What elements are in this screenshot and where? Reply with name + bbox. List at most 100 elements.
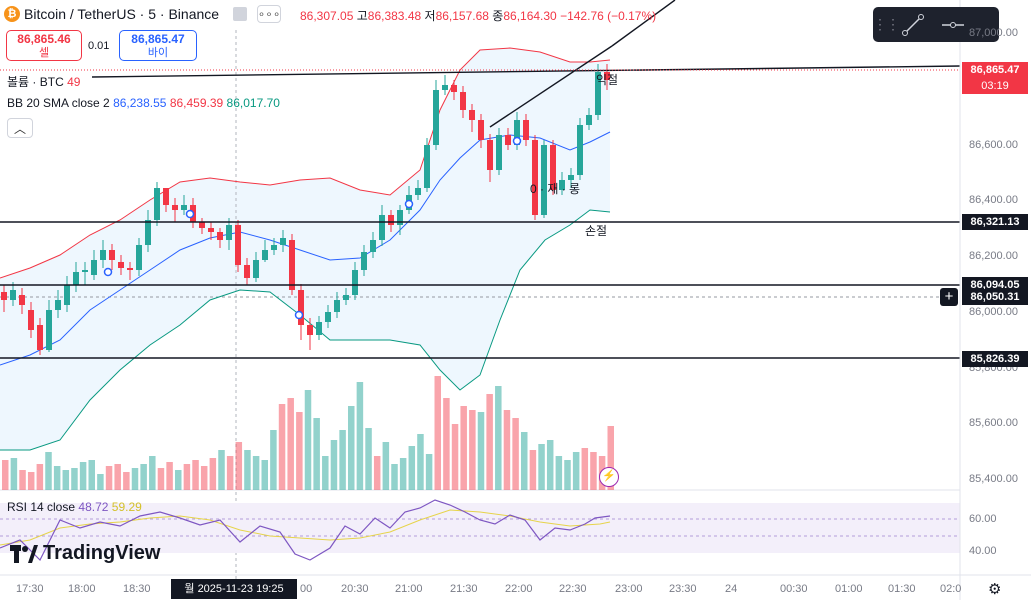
horizontal-ray-tool-icon[interactable] bbox=[933, 7, 973, 42]
price-tick: 86,200.00 bbox=[969, 250, 1018, 262]
candle bbox=[343, 288, 349, 305]
candle-body bbox=[136, 245, 142, 270]
candle-body bbox=[379, 215, 385, 240]
candle-body bbox=[181, 205, 187, 210]
candle-body bbox=[532, 140, 538, 215]
candle-body bbox=[316, 322, 322, 335]
candle bbox=[100, 240, 106, 268]
time-tick: 22:00 bbox=[505, 583, 533, 595]
volume-bar bbox=[149, 456, 156, 490]
chart-settings-gear-icon[interactable]: ⚙ bbox=[988, 581, 1002, 598]
volume-bar bbox=[590, 452, 597, 490]
candle-body bbox=[514, 120, 520, 145]
candle bbox=[505, 128, 511, 150]
candle bbox=[523, 114, 529, 146]
candle-body bbox=[361, 252, 367, 270]
volume-bar bbox=[105, 466, 113, 490]
drag-handle-icon[interactable]: ⋮⋮ bbox=[873, 16, 900, 32]
re-long-annotation: 0 · 재 · 롱 bbox=[530, 182, 581, 196]
rsi-legend[interactable]: RSI 14 close 48.72 59.29 bbox=[7, 500, 142, 514]
candle-body bbox=[109, 250, 115, 260]
candle-body bbox=[208, 228, 214, 232]
volume-bar bbox=[339, 430, 346, 490]
candle bbox=[73, 262, 79, 292]
time-tick: 01:30 bbox=[888, 583, 916, 595]
candle bbox=[208, 222, 214, 240]
rsi-tick: 60.00 bbox=[969, 513, 997, 525]
symbol-header[interactable]: ₿ Bitcoin / TetherUS · 5 · Binance ∘∘∘ bbox=[0, 2, 282, 26]
volume-bar bbox=[408, 446, 416, 490]
candle bbox=[19, 288, 25, 314]
trend-line-tool-icon[interactable] bbox=[893, 7, 933, 42]
candle-body bbox=[433, 90, 439, 145]
candle-body bbox=[541, 145, 547, 215]
candle-body bbox=[577, 125, 583, 175]
candle bbox=[109, 244, 115, 270]
candle-body bbox=[478, 120, 484, 140]
candle bbox=[424, 138, 430, 192]
symbol-title[interactable]: Bitcoin / TetherUS · 5 · Binance bbox=[24, 6, 220, 22]
drawing-toolbar[interactable]: ⋮⋮ bbox=[873, 7, 999, 42]
volume-bar bbox=[356, 382, 364, 490]
volume-bar bbox=[261, 460, 268, 490]
time-tick: 20:30 bbox=[341, 583, 369, 595]
candle bbox=[46, 300, 52, 352]
flag-icon[interactable] bbox=[233, 7, 248, 21]
time-tick: 22:30 bbox=[559, 583, 587, 595]
buy-button[interactable]: 86,865.47 바이 bbox=[119, 30, 197, 61]
candle bbox=[226, 218, 232, 250]
candle-body bbox=[280, 238, 286, 245]
candle bbox=[451, 80, 457, 100]
bb-legend[interactable]: BB 20 SMA close 2 86,238.55 86,459.39 86… bbox=[7, 96, 280, 110]
more-options-icon[interactable]: ∘∘∘ bbox=[257, 5, 282, 23]
time-tick: 23:00 bbox=[615, 583, 643, 595]
time-tick: 24 bbox=[725, 583, 738, 595]
volume-bar bbox=[581, 448, 589, 490]
candle bbox=[181, 195, 187, 215]
candle-body bbox=[46, 310, 52, 350]
signal-markers bbox=[103, 136, 522, 320]
volume-bar bbox=[252, 456, 260, 490]
sell-label: 셀 bbox=[38, 47, 50, 59]
candle-body bbox=[226, 225, 232, 240]
breakout-trend-line[interactable] bbox=[489, 45, 613, 128]
breakout-trend-line-extension[interactable] bbox=[611, 0, 676, 47]
candle-body bbox=[64, 285, 70, 305]
bar-countdown: 03:19 bbox=[962, 78, 1028, 94]
volume-bar bbox=[114, 464, 121, 490]
resistance-trend-line[interactable] bbox=[91, 65, 961, 78]
add-alert-plus-icon[interactable]: + bbox=[940, 288, 958, 306]
horizontal-levels[interactable] bbox=[0, 0, 961, 359]
candle bbox=[442, 75, 448, 95]
candle bbox=[415, 180, 421, 200]
candle bbox=[145, 210, 151, 252]
volume-bar bbox=[469, 410, 476, 490]
candle bbox=[478, 114, 484, 148]
candle bbox=[82, 262, 88, 285]
signal-marker bbox=[294, 310, 304, 320]
collapse-legend-button[interactable]: ︿ bbox=[7, 118, 33, 138]
lightning-icon[interactable]: ⚡ bbox=[599, 467, 619, 487]
volume-bar bbox=[209, 458, 217, 490]
candle-body bbox=[469, 110, 475, 120]
volume-bar bbox=[304, 390, 312, 490]
candle-body bbox=[28, 310, 34, 330]
candle-body bbox=[604, 72, 610, 80]
candle bbox=[262, 240, 268, 262]
candle bbox=[307, 318, 313, 350]
candle-body bbox=[496, 135, 502, 170]
signal-marker bbox=[404, 199, 414, 209]
volume-bar bbox=[434, 376, 441, 490]
candle-body bbox=[307, 325, 313, 335]
volume-bar bbox=[62, 470, 70, 490]
volume-bar bbox=[495, 386, 502, 490]
candle-body bbox=[424, 145, 430, 188]
candle bbox=[325, 305, 331, 328]
rsi-ma-value: 59.29 bbox=[111, 500, 142, 514]
volume-legend[interactable]: 볼륨 · BTC 49 bbox=[7, 73, 80, 90]
volume-bar bbox=[296, 412, 303, 490]
sell-button[interactable]: 86,865.46 셀 bbox=[6, 30, 82, 61]
candle-body bbox=[217, 232, 223, 240]
volume-bar bbox=[443, 398, 450, 490]
